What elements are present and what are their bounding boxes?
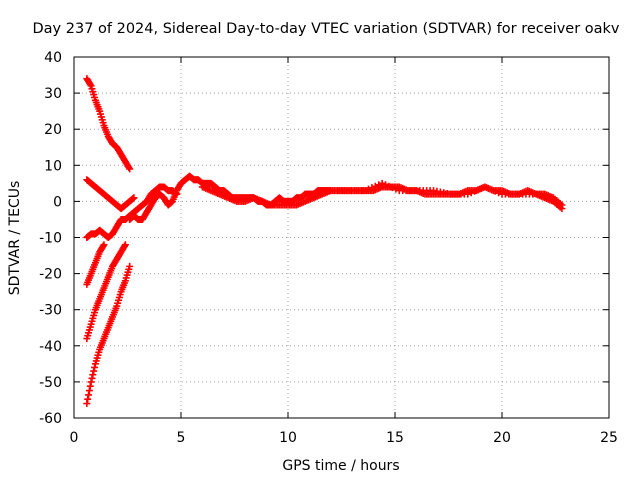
data-point <box>126 165 134 173</box>
data-point <box>89 371 97 379</box>
series-arc-a <box>83 75 134 173</box>
data-point <box>83 400 91 408</box>
data-point <box>385 182 393 190</box>
data-point <box>99 242 107 250</box>
data-point <box>87 378 95 386</box>
y-tick-label: -50 <box>39 375 62 391</box>
y-tick-label: 40 <box>44 50 62 66</box>
y-tick-label: 10 <box>44 158 62 174</box>
data-point <box>558 205 566 213</box>
y-tick-label: 0 <box>53 194 62 210</box>
x-tick-label: 20 <box>493 430 511 446</box>
data-point <box>474 186 482 194</box>
data-point <box>84 395 92 403</box>
data-point <box>467 189 475 197</box>
y-tick-label: -20 <box>39 267 62 283</box>
data-point <box>464 190 472 198</box>
x-tick-label: 25 <box>600 430 618 446</box>
data-point <box>121 241 129 249</box>
y-tick-label: -30 <box>39 303 62 319</box>
data-point <box>126 262 134 270</box>
data-point <box>86 382 94 390</box>
data-point <box>90 367 98 375</box>
y-tick-label: -40 <box>39 339 62 355</box>
x-tick-label: 10 <box>279 430 297 446</box>
data-point <box>375 181 383 189</box>
data-point <box>130 194 138 202</box>
data-point <box>121 242 129 250</box>
data-point <box>477 184 485 192</box>
data-point <box>495 189 503 197</box>
data-point <box>85 387 93 395</box>
data-point <box>471 187 479 195</box>
y-tick-label: -10 <box>39 231 62 247</box>
series-arc-e <box>83 241 129 343</box>
data-point <box>378 179 386 187</box>
y-tick-label: 20 <box>44 122 62 138</box>
x-axis-label: GPS time / hours <box>282 458 399 474</box>
x-tick-label: 15 <box>386 430 404 446</box>
data-point <box>382 181 390 189</box>
data-point <box>364 185 372 193</box>
data-series <box>83 75 566 408</box>
series-arc-h <box>198 179 566 213</box>
y-axis-label: SDTVAR / TECUs <box>7 181 23 296</box>
x-tick-label: 0 <box>70 430 79 446</box>
y-tick-label: 30 <box>44 86 62 102</box>
data-point <box>371 182 379 190</box>
series-arc-f <box>83 262 134 408</box>
y-axis-ticks: -60 -50 -40 -30 -20 -10 0 10 20 30 40 <box>39 50 609 427</box>
data-point <box>85 391 93 399</box>
data-point <box>100 241 108 249</box>
chart-title: Day 237 of 2024, Sidereal Day-to-day VTE… <box>33 21 620 37</box>
data-point <box>484 184 492 192</box>
data-point <box>392 185 400 193</box>
data-point <box>361 187 369 195</box>
data-point <box>481 183 489 191</box>
data-point <box>368 184 376 192</box>
data-point <box>125 163 133 171</box>
data-point <box>91 363 99 371</box>
series-arc-d <box>83 241 108 288</box>
x-tick-label: 5 <box>177 430 186 446</box>
series-arc-b <box>83 176 138 213</box>
grid-lines <box>74 57 609 418</box>
data-point <box>491 187 499 195</box>
data-point <box>86 80 94 88</box>
y-tick-label: -60 <box>39 411 62 427</box>
data-point <box>388 184 396 192</box>
x-axis-ticks: 0 5 10 15 20 25 <box>70 57 618 446</box>
data-point <box>88 374 96 382</box>
data-point <box>488 186 496 194</box>
